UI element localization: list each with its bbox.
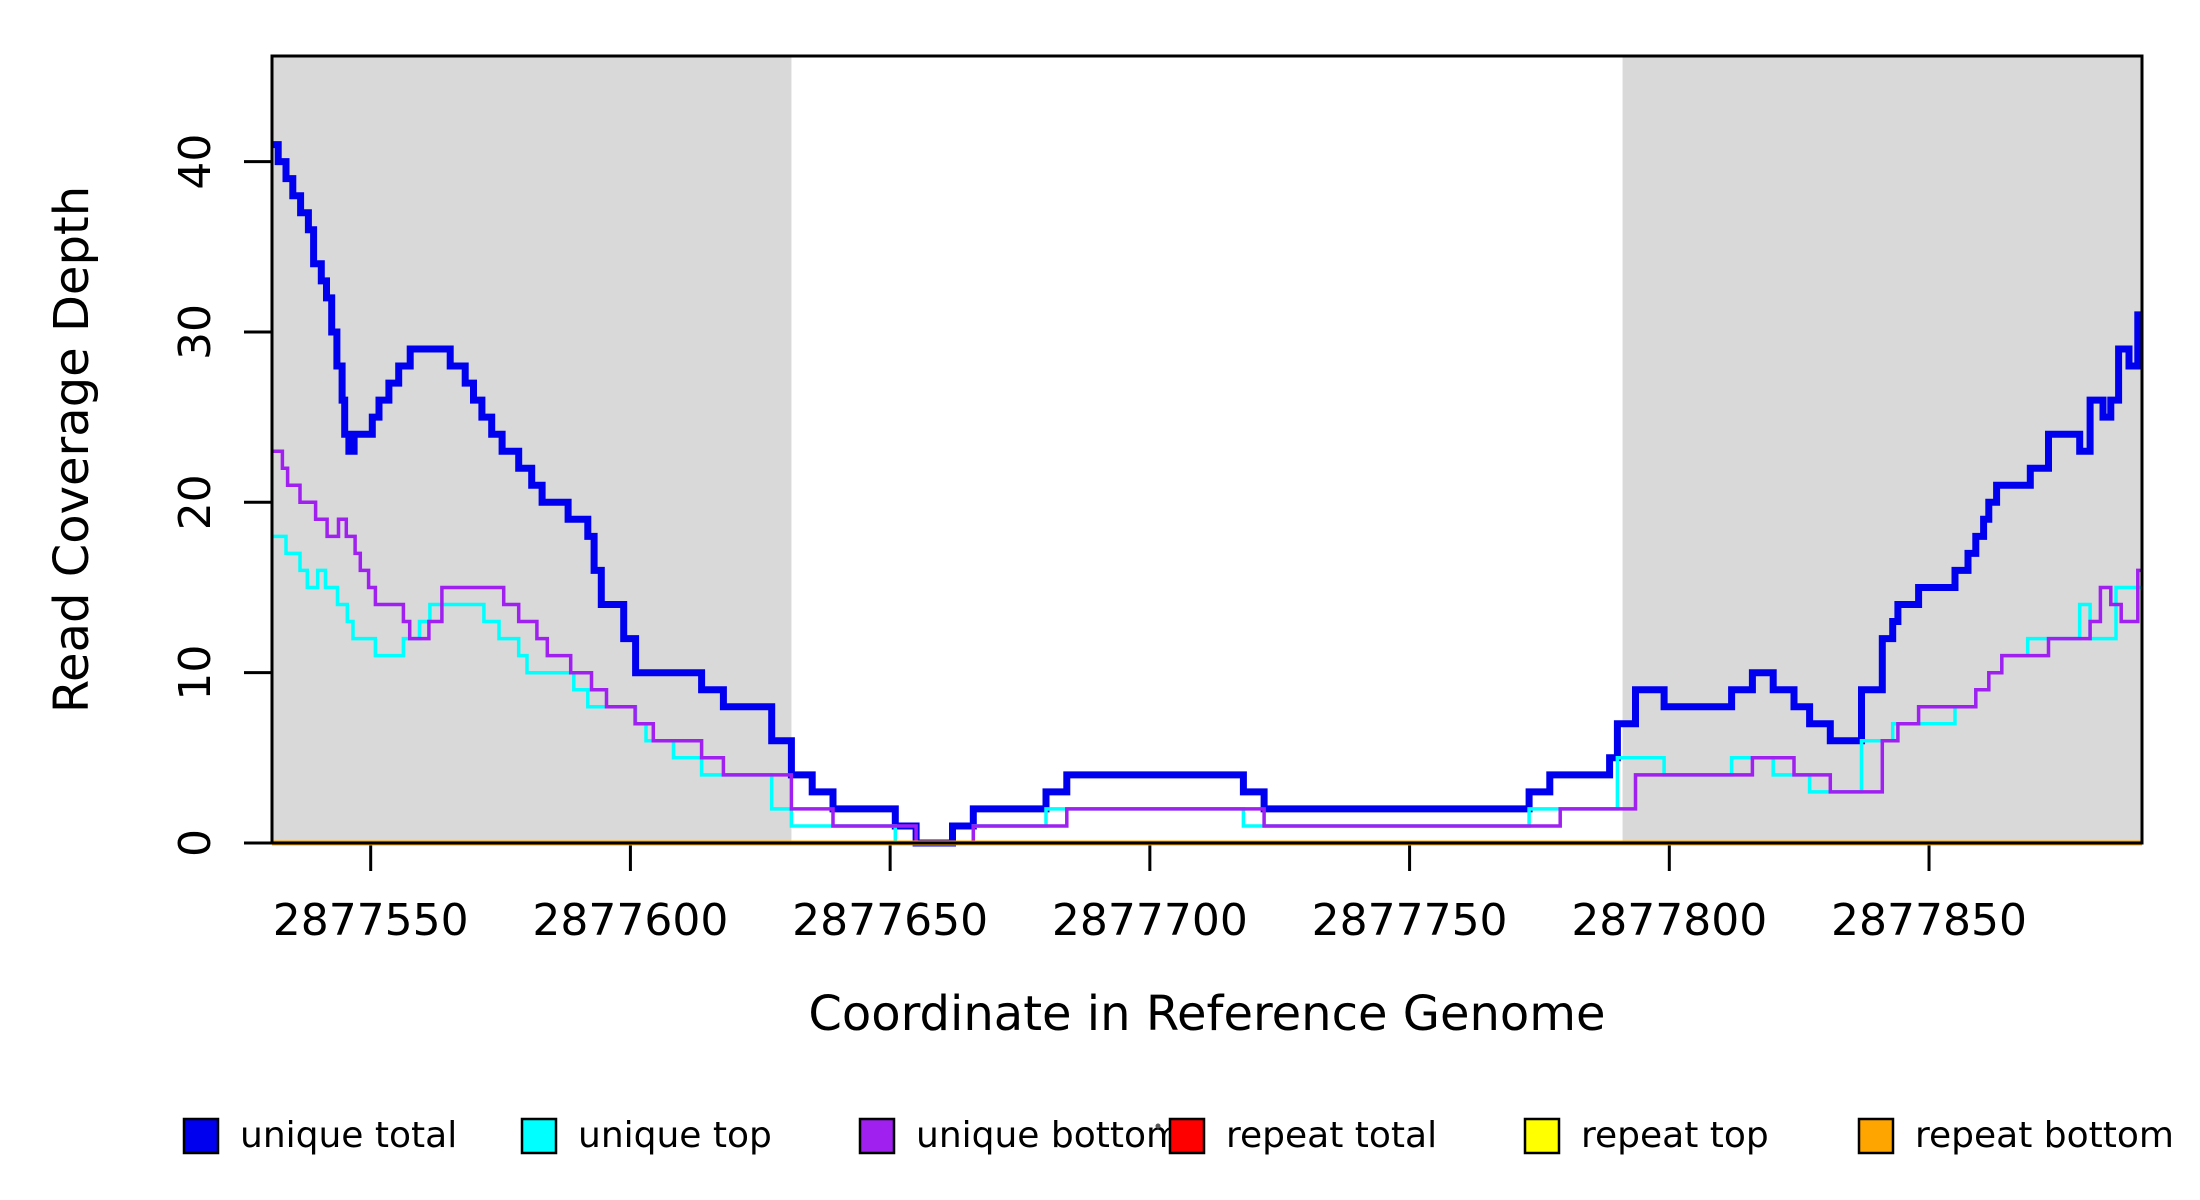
shaded-region-left-repeat-flank (272, 56, 792, 843)
x-tick-label: 2877600 (532, 895, 728, 946)
plot-box (270, 54, 2144, 845)
x-tick-label: 2877850 (1831, 895, 2027, 946)
stray-dot-icon (1155, 1123, 1161, 1129)
legend-label-repeat-bottom: repeat bottom (1915, 1115, 2174, 1156)
y-tick-label: 40 (170, 134, 221, 190)
legend-label-repeat-total: repeat total (1226, 1115, 1437, 1156)
x-tick-label: 2877650 (792, 895, 988, 946)
legend-swatch-unique-bottom (858, 1117, 896, 1155)
x-axis-title: Coordinate in Reference Genome (808, 986, 1605, 1042)
legend-swatch-unique-total (182, 1117, 220, 1155)
y-axis-title: Read Coverage Depth (44, 186, 100, 713)
x-tick-label: 2877800 (1571, 895, 1767, 946)
y-tick-label: 20 (170, 474, 221, 530)
y-tick-label: 10 (170, 645, 221, 701)
series-line-unique-total (272, 141, 2142, 847)
shaded-region-right-repeat-flank (1622, 56, 2142, 843)
legend-label-unique-total: unique total (240, 1115, 457, 1156)
y-tick-label: 0 (170, 829, 221, 857)
legend-label-repeat-top: repeat top (1581, 1115, 1769, 1156)
legend-swatch-repeat-top (1523, 1117, 1561, 1155)
legend-swatch-repeat-total (1168, 1117, 1206, 1155)
legend-label-unique-top: unique top (578, 1115, 772, 1156)
legend-swatch-unique-top (520, 1117, 558, 1155)
legend-swatch-repeat-bottom (1857, 1117, 1895, 1155)
y-tick-label: 30 (170, 304, 221, 360)
legend-label-unique-bottom: unique bottom (916, 1115, 1181, 1156)
x-tick-label: 2877550 (273, 895, 469, 946)
series-line-unique-bottom (272, 449, 2142, 845)
x-tick-label: 2877750 (1312, 895, 1508, 946)
x-tick-label: 2877700 (1052, 895, 1248, 946)
